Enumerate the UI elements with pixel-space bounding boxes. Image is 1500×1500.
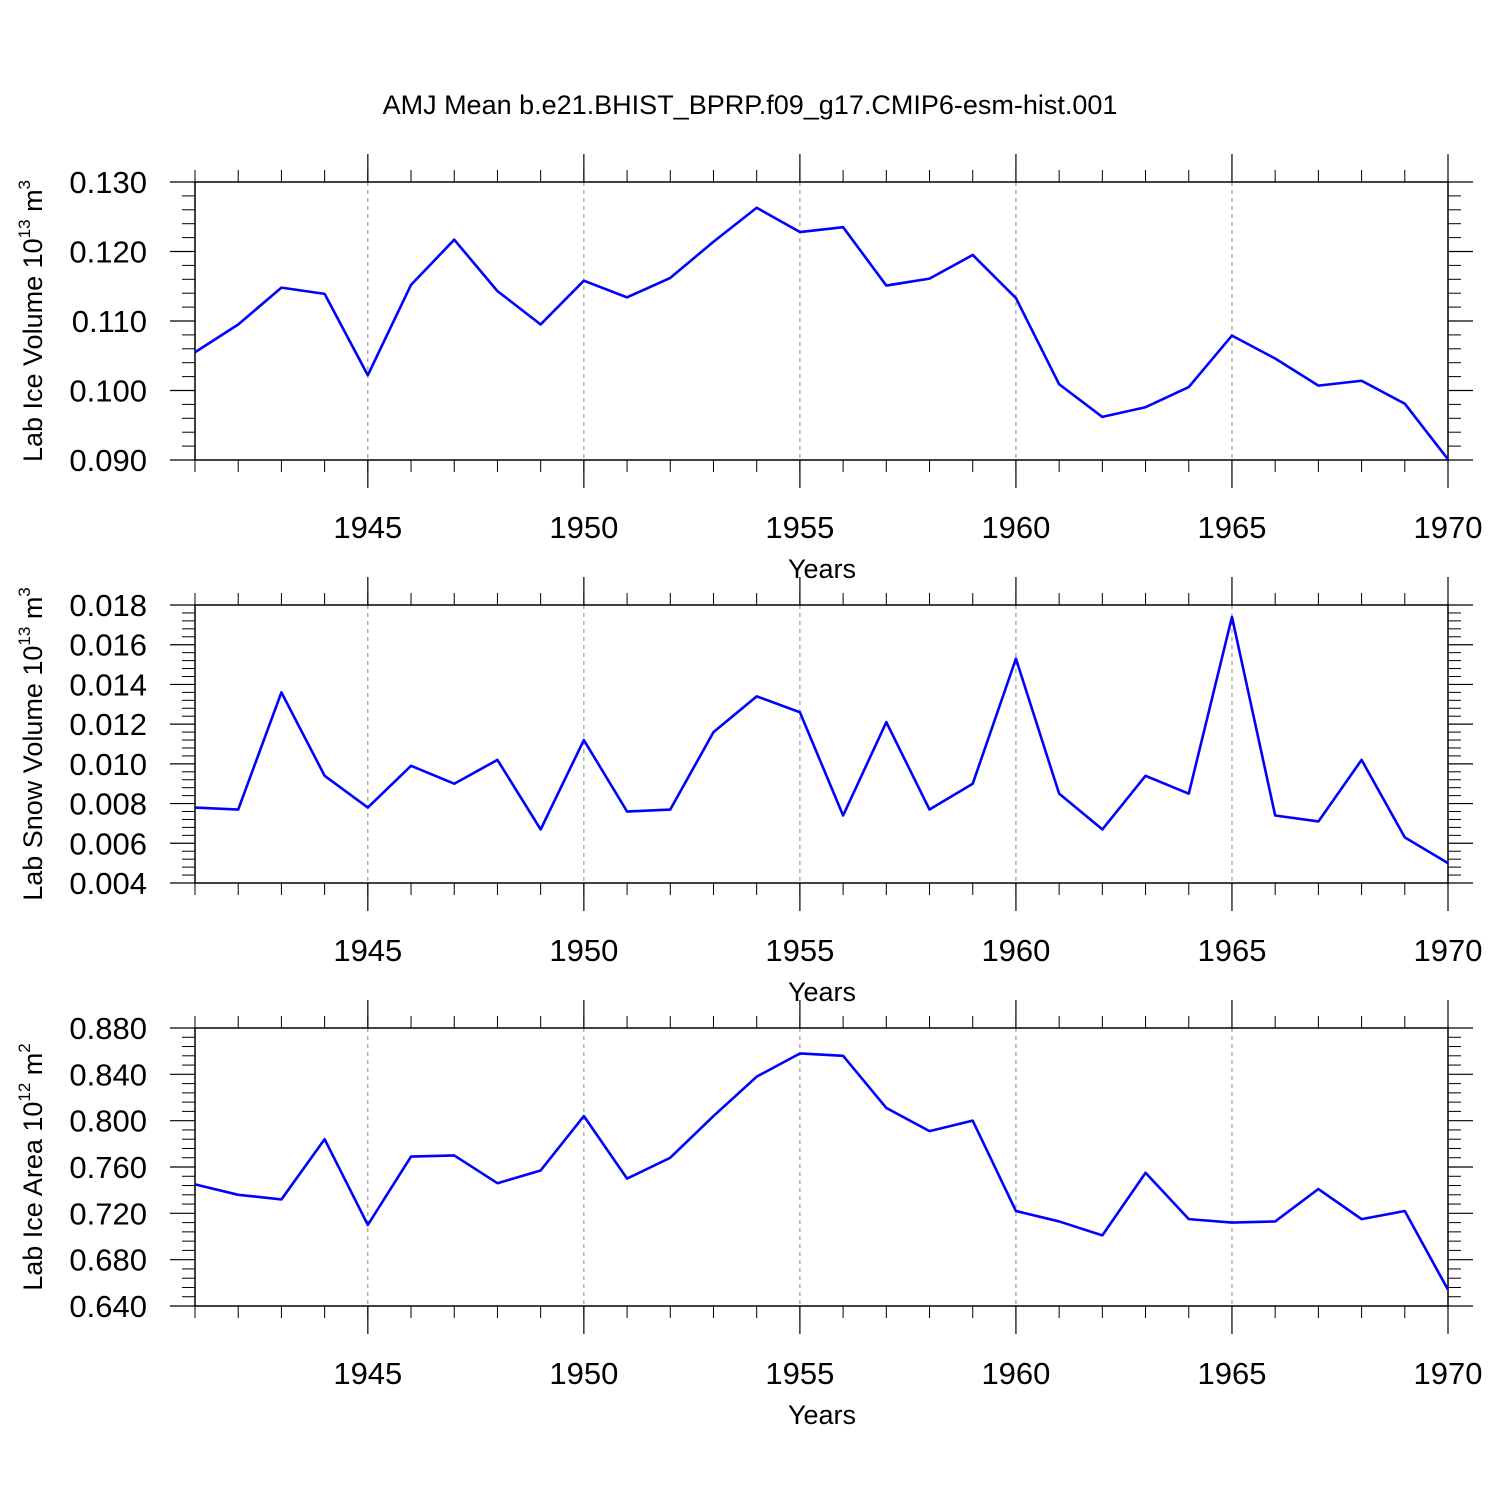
panel2-y-tick-label: 0.008	[69, 787, 147, 822]
panel2-y-tick-label: 0.018	[69, 588, 147, 623]
panel3-x-tick-label: 1960	[981, 1356, 1050, 1391]
panel1-y-tick-label: 0.090	[69, 443, 147, 478]
panel3-y-tick-label: 0.680	[69, 1243, 147, 1278]
panel2-x-tick-label: 1965	[1197, 933, 1266, 968]
panel2-x-tick-label: 1950	[549, 933, 618, 968]
panel3-x-axis-label: Years	[788, 1400, 856, 1430]
panel2-y-tick-label: 0.004	[69, 866, 147, 901]
panel2-x-axis-label: Years	[788, 977, 856, 1007]
panel3-series-line	[194, 1052, 1450, 1291]
panel2-x-tick-label: 1960	[981, 933, 1050, 968]
panel1-x-tick-label: 1955	[765, 510, 834, 545]
panel3-y-tick-label: 0.840	[69, 1057, 147, 1092]
panel3-x-tick-label: 1970	[1414, 1356, 1483, 1391]
panel2-series-line	[194, 615, 1449, 865]
panel3-y-tick-label: 0.760	[69, 1150, 147, 1185]
panel1-y-tick-label: 0.110	[72, 304, 147, 339]
panel2-y-tick-label: 0.010	[69, 747, 147, 782]
panel1-x-tick-label: 1960	[981, 510, 1050, 545]
panel1-y-axis-label: Lab Ice Volume 1013 m3	[15, 180, 48, 462]
panel3-y-tick-label: 0.880	[69, 1011, 147, 1046]
panel3-plot-frame	[194, 1027, 1449, 1307]
panel3-x-tick-label: 1965	[1197, 1356, 1266, 1391]
panel3-x-tick-label: 1950	[549, 1356, 618, 1391]
panel3-x-tick-label: 1945	[333, 1356, 402, 1391]
panel3-x-tick-label: 1955	[765, 1356, 834, 1391]
panel2-y-tick-label: 0.012	[69, 707, 147, 742]
panel2-y-tick-label: 0.016	[69, 628, 147, 663]
panel2-x-tick-label: 1945	[333, 933, 402, 968]
panel1-x-tick-label: 1970	[1414, 510, 1483, 545]
panel1-x-tick-label: 1965	[1197, 510, 1266, 545]
panel1-y-tick-label: 0.120	[69, 235, 147, 270]
panel2-y-tick-label: 0.014	[69, 667, 147, 702]
panel1-x-tick-label: 1945	[333, 510, 402, 545]
panel1-x-tick-label: 1950	[549, 510, 618, 545]
panel3-y-tick-label: 0.640	[69, 1289, 147, 1324]
panel2-y-tick-label: 0.006	[69, 826, 147, 861]
panel2-x-tick-label: 1955	[765, 933, 834, 968]
panel3-y-axis-label: Lab Ice Area 1012 m2	[15, 1043, 48, 1291]
panel1-y-tick-label: 0.100	[69, 374, 147, 409]
panel3-y-tick-label: 0.720	[69, 1196, 147, 1231]
panel2-y-axis-label: Lab Snow Volume 1013 m3	[15, 587, 48, 901]
panel3-y-tick-label: 0.800	[69, 1104, 147, 1139]
panel1-plot-frame	[194, 181, 1449, 461]
panel1-x-axis-label: Years	[788, 554, 856, 584]
panel1-y-tick-label: 0.130	[69, 165, 147, 200]
chart-title: AMJ Mean b.e21.BHIST_BPRP.f09_g17.CMIP6-…	[382, 90, 1118, 120]
panel2-plot-frame	[194, 604, 1449, 884]
panel1-series-line	[194, 206, 1450, 461]
panel2-x-tick-label: 1970	[1414, 933, 1483, 968]
